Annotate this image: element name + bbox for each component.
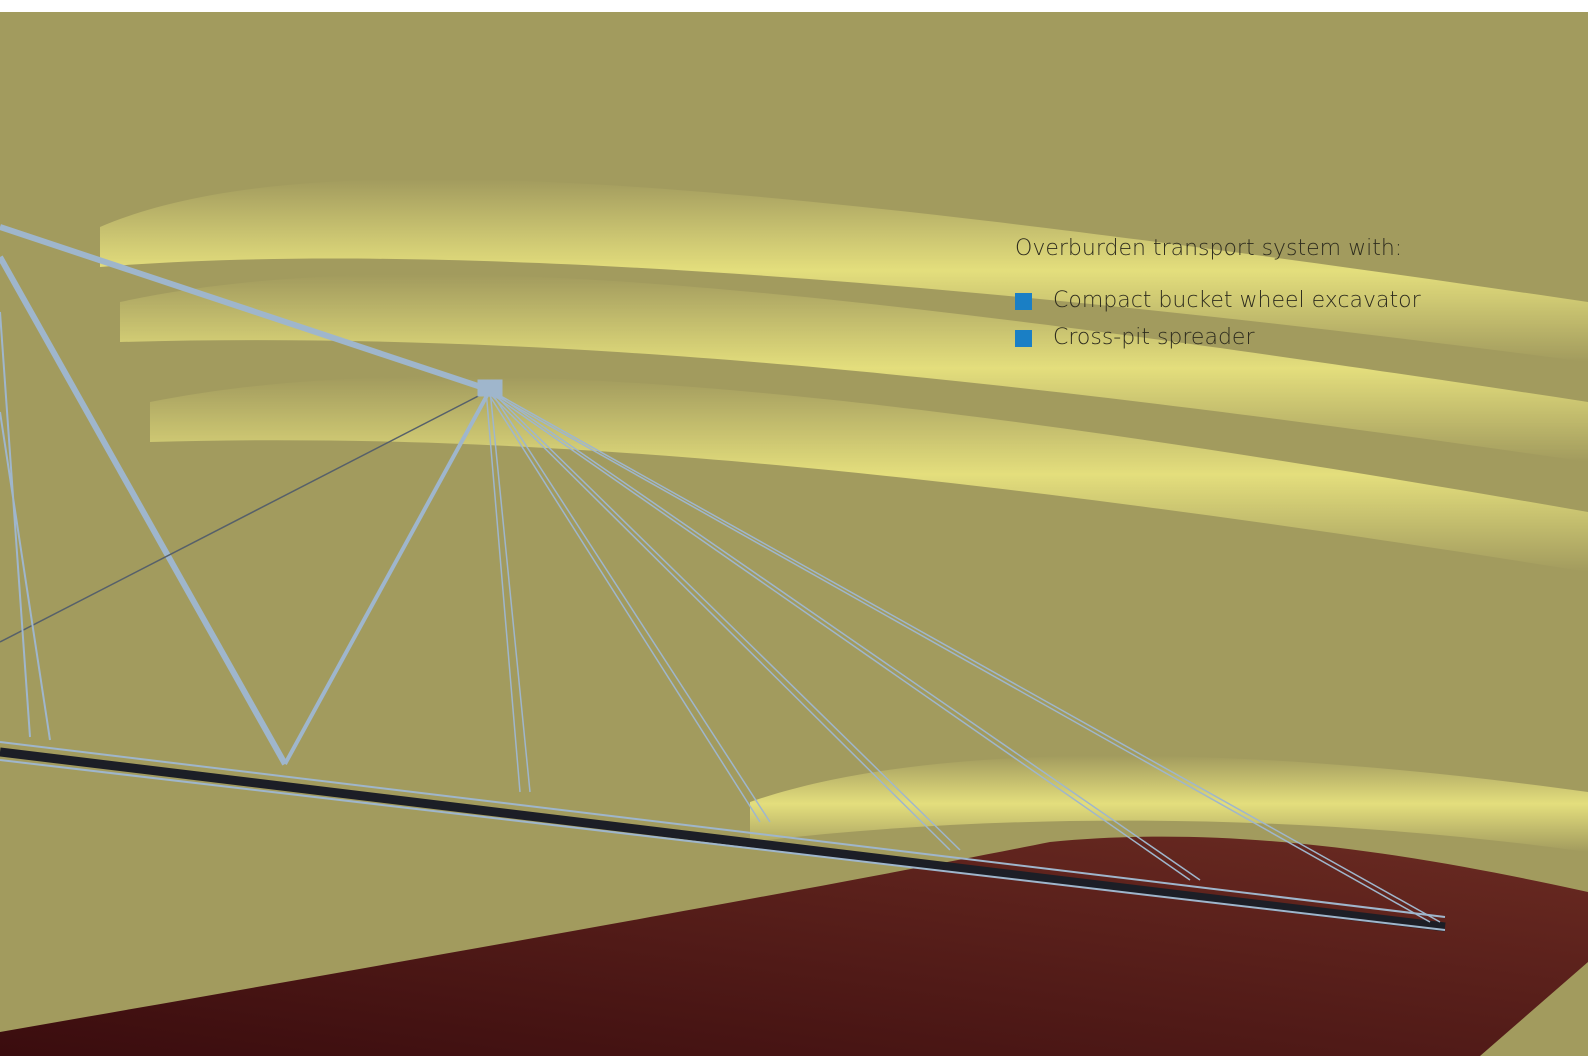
caption: Overburden transport system with: Compac…: [1015, 236, 1421, 361]
list-item: Compact bucket wheel excavator: [1015, 287, 1421, 324]
caption-list: Compact bucket wheel excavator Cross-pit…: [1015, 287, 1421, 361]
pit: [0, 836, 1588, 1056]
list-item: Cross-pit spreader: [1015, 324, 1421, 361]
spreader: [0, 224, 1446, 932]
illustration: [0, 12, 1588, 1056]
caption-intro: Overburden transport system with:: [1015, 236, 1403, 261]
light-bands: [100, 179, 1588, 852]
